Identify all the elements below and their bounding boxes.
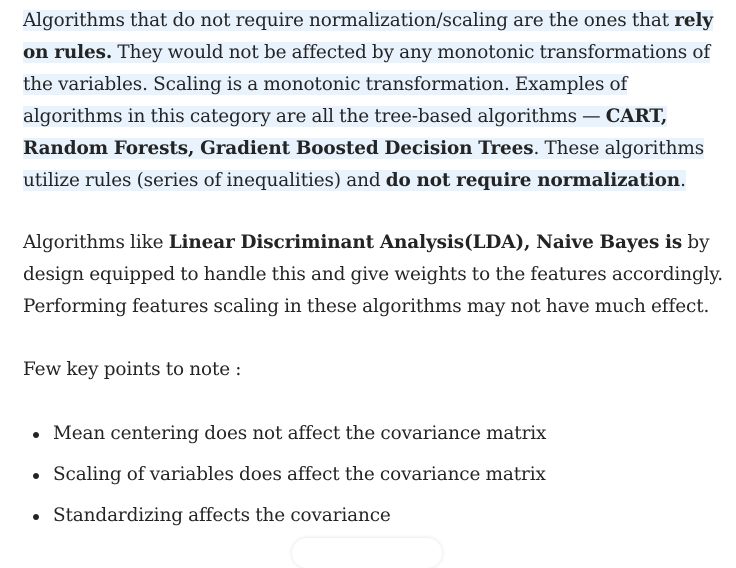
- bullet-icon: [33, 432, 39, 438]
- list-item: Mean centering does not affect the covar…: [23, 418, 723, 450]
- list-item-text: Mean centering does not affect the covar…: [53, 423, 547, 444]
- paragraph-lda-naive-bayes: Algorithms like Linear Discriminant Anal…: [23, 227, 723, 323]
- bold-rely-on-rules: rely on rules.: [23, 10, 713, 63]
- paragraph-key-points-intro: Few key points to note :: [23, 359, 242, 380]
- bold-no-normalization: do not require normalization: [385, 170, 681, 191]
- text-segment: .: [680, 170, 686, 191]
- bullet-icon: [33, 514, 39, 520]
- text-segment: . These algorithms utilize rules (series…: [23, 138, 705, 191]
- list-item: Standardizing affects the covariance: [23, 500, 723, 532]
- text-segment: They would not be affected by any monoto…: [23, 42, 711, 127]
- list-item-text: Standardizing affects the covariance: [53, 505, 391, 526]
- text-segment: by design equipped to handle this and gi…: [23, 232, 724, 317]
- text-segment: Algorithms that do not require normaliza…: [23, 10, 675, 31]
- text-segment: Algorithms like: [23, 232, 169, 253]
- bold-lda-naive-bayes: Linear Discriminant Analysis(LDA), Naive…: [168, 232, 683, 253]
- bullet-icon: [33, 473, 39, 479]
- bold-tree-algorithms: CART, Random Forests, Gradient Boosted D…: [23, 106, 668, 159]
- key-points-list: Mean centering does not affect the covar…: [23, 418, 723, 541]
- list-item: Scaling of variables does affect the cov…: [23, 459, 723, 491]
- floating-action-bar[interactable]: [292, 538, 442, 568]
- paragraph-tree-algorithms: Algorithms that do not require normaliza…: [23, 5, 723, 197]
- list-item-text: Scaling of variables does affect the cov…: [53, 464, 546, 485]
- highlighted-text[interactable]: Algorithms that do not require normaliza…: [23, 10, 713, 191]
